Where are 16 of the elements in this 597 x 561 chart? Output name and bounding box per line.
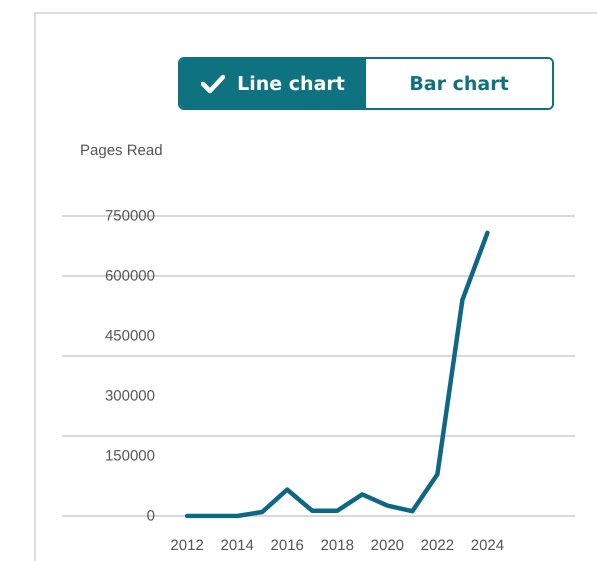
- x-tick-label: 2020: [370, 537, 404, 554]
- y-tick-label: 450000: [104, 328, 155, 344]
- y-tick-label: 0: [146, 508, 155, 524]
- x-tick-label: 2016: [270, 537, 304, 554]
- chart-type-toggle: Line chart Bar chart: [178, 57, 554, 110]
- x-tick-label: 2018: [320, 537, 354, 554]
- line-series: [184, 230, 490, 518]
- y-tick-label: 600000: [104, 268, 155, 284]
- y-tick-label: 300000: [104, 388, 155, 404]
- x-tick-label: 2012: [170, 537, 204, 554]
- x-tick-label: 2014: [220, 537, 254, 554]
- y-tick-label: 150000: [104, 448, 155, 464]
- x-tick-label: 2024: [470, 537, 504, 554]
- y-tick-label: 750000: [104, 208, 155, 224]
- y-axis-title: Pages Read: [80, 142, 163, 159]
- x-tick-label: 2022: [420, 537, 454, 554]
